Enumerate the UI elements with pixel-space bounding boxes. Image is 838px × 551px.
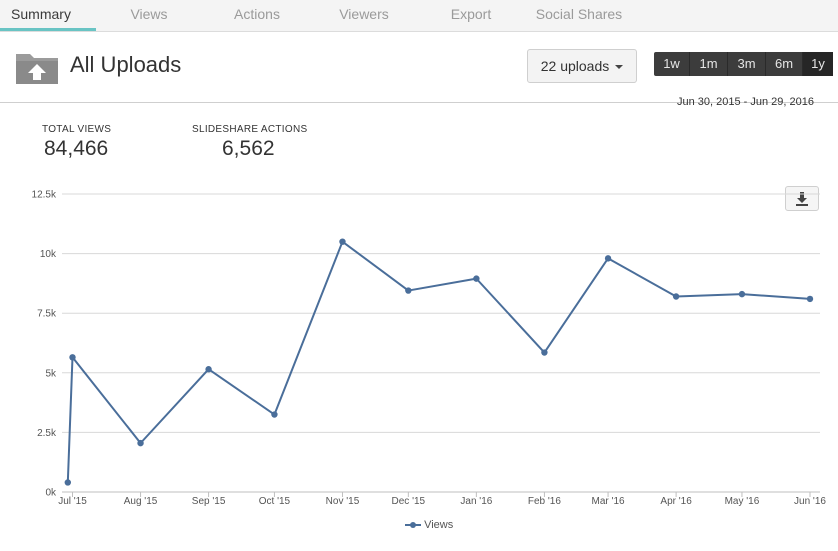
data-point <box>473 275 480 282</box>
data-point <box>541 349 548 356</box>
tab-viewers[interactable]: Viewers <box>339 6 389 22</box>
page-title: All Uploads <box>70 52 182 77</box>
active-tab-indicator <box>0 28 96 31</box>
download-icon <box>796 192 808 206</box>
range-1m-button[interactable]: 1m <box>690 52 728 76</box>
x-tick-label: Dec '15 <box>392 496 426 507</box>
x-tick-label: May '16 <box>725 496 760 507</box>
x-tick-label: Apr '16 <box>660 496 692 507</box>
caret-down-icon <box>615 65 624 70</box>
total-views-value: 84,466 <box>44 137 109 160</box>
data-point <box>672 293 680 300</box>
data-point <box>405 287 412 294</box>
tab-actions[interactable]: Actions <box>234 6 280 22</box>
tab-social-shares[interactable]: Social Shares <box>535 6 623 22</box>
data-point <box>339 238 346 245</box>
download-chart-button[interactable] <box>785 186 819 211</box>
time-range-selector: 1w 1m 3m 6m 1y <box>654 52 833 76</box>
x-tick-label: Jun '16 <box>794 496 826 507</box>
y-tick-label: 7.5k <box>37 309 57 320</box>
x-tick-label: Jan '16 <box>460 496 492 507</box>
y-tick-label: 0k <box>45 488 57 499</box>
data-point <box>271 411 278 418</box>
x-tick-label: Mar '16 <box>592 496 625 507</box>
tab-views[interactable]: Views <box>130 6 168 22</box>
data-point <box>205 366 212 373</box>
x-tick-label: Sep '15 <box>192 496 226 507</box>
legend-marker-icon <box>405 522 421 529</box>
y-tick-label: 10k <box>40 249 57 260</box>
data-point <box>137 439 144 447</box>
range-1w-button[interactable]: 1w <box>654 52 690 76</box>
legend-label-views: Views <box>424 519 454 531</box>
page-header: All Uploads 22 uploads 1w 1m 3m 6m 1y <box>0 32 838 103</box>
folder-upload-icon <box>16 54 58 84</box>
date-range-label: Jun 30, 2015 - Jun 29, 2016 <box>677 96 814 108</box>
slideshare-actions-label: SLIDESHARE ACTIONS <box>192 124 308 135</box>
data-point <box>64 479 72 486</box>
x-tick-label: Feb '16 <box>528 496 561 507</box>
views-series-line <box>66 240 811 483</box>
range-1y-button[interactable]: 1y <box>803 52 833 76</box>
uploads-dropdown[interactable]: 22 uploads <box>527 49 637 83</box>
tab-export[interactable]: Export <box>450 6 492 22</box>
x-tick-label: Oct '15 <box>259 496 291 507</box>
y-tick-label: 12.5k <box>32 190 57 201</box>
uploads-dropdown-label: 22 uploads <box>540 58 610 74</box>
data-point <box>69 354 76 361</box>
data-point <box>738 290 746 298</box>
x-tick-label: Jul '15 <box>58 496 87 507</box>
tab-summary[interactable]: Summary <box>11 6 71 22</box>
tab-bar: Summary Views Actions Viewers Export Soc… <box>0 0 838 32</box>
chart-legend[interactable]: Views <box>405 519 453 531</box>
total-views-label: TOTAL VIEWS <box>42 124 112 135</box>
x-tick-label: Nov '15 <box>326 496 360 507</box>
range-3m-button[interactable]: 3m <box>728 52 766 76</box>
y-tick-label: 2.5k <box>37 428 57 439</box>
x-tick-label: Aug '15 <box>124 496 158 507</box>
data-point <box>806 295 814 303</box>
views-line-chart: 0k 2.5k 5k 7.5k 10k 12.5k Jul '15 Aug '15 Sep '1… <box>32 190 827 508</box>
range-6m-button[interactable]: 6m <box>766 52 803 76</box>
slideshare-actions-value: 6,562 <box>222 137 275 160</box>
data-point <box>604 255 612 262</box>
y-tick-label: 5k <box>45 368 57 379</box>
